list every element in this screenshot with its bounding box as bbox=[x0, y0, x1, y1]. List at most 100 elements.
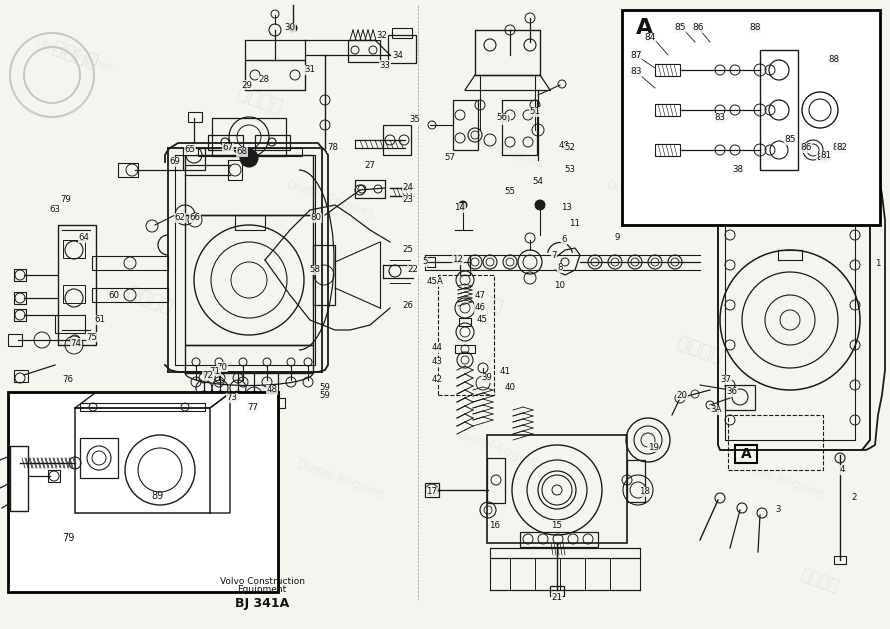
Bar bbox=[80, 403, 205, 411]
Text: 89: 89 bbox=[152, 491, 164, 501]
Text: 13: 13 bbox=[562, 204, 572, 213]
Text: 41: 41 bbox=[499, 367, 511, 377]
Text: 39: 39 bbox=[481, 374, 492, 382]
Text: 51: 51 bbox=[530, 108, 540, 116]
Text: 21: 21 bbox=[552, 594, 562, 603]
Text: Diesel-Engines: Diesel-Engines bbox=[295, 458, 385, 502]
Text: 53: 53 bbox=[564, 165, 576, 174]
Text: A: A bbox=[740, 447, 751, 461]
Text: 46: 46 bbox=[474, 304, 486, 313]
Text: 紫发动力: 紫发动力 bbox=[675, 333, 725, 367]
Text: Diesel-Engines: Diesel-Engines bbox=[734, 458, 826, 502]
Text: 2: 2 bbox=[851, 494, 857, 503]
Text: 88: 88 bbox=[749, 23, 761, 33]
Text: 26: 26 bbox=[402, 301, 414, 309]
Text: 79: 79 bbox=[61, 533, 74, 543]
Circle shape bbox=[459, 201, 467, 209]
Text: 64: 64 bbox=[78, 233, 90, 243]
Text: 10: 10 bbox=[554, 281, 565, 289]
Text: 56: 56 bbox=[497, 113, 507, 123]
Text: 54: 54 bbox=[532, 177, 544, 187]
Text: 75: 75 bbox=[86, 333, 98, 342]
Text: 82: 82 bbox=[832, 143, 844, 152]
Text: 9: 9 bbox=[614, 233, 619, 243]
Bar bbox=[63, 285, 85, 303]
Bar bbox=[58, 225, 96, 345]
Text: Diesel-Engines: Diesel-Engines bbox=[604, 178, 696, 222]
Text: 40: 40 bbox=[505, 384, 515, 392]
Text: 59: 59 bbox=[320, 391, 330, 399]
Text: 12: 12 bbox=[452, 255, 464, 265]
Text: 35: 35 bbox=[409, 116, 420, 125]
Text: 25: 25 bbox=[402, 245, 414, 255]
Text: 79: 79 bbox=[61, 196, 71, 204]
Text: 16: 16 bbox=[490, 521, 500, 530]
Bar bbox=[455, 345, 475, 353]
Bar bbox=[8, 334, 22, 346]
Text: 73: 73 bbox=[226, 394, 238, 403]
Text: 74: 74 bbox=[70, 338, 82, 347]
Bar bbox=[725, 385, 755, 410]
Text: 85: 85 bbox=[784, 135, 796, 145]
Bar bbox=[487, 458, 505, 503]
Bar bbox=[550, 586, 564, 596]
Text: 5: 5 bbox=[422, 257, 428, 267]
Bar bbox=[255, 135, 290, 150]
Bar bbox=[245, 60, 305, 90]
Bar bbox=[92, 288, 168, 302]
Text: 28: 28 bbox=[258, 75, 270, 84]
Bar bbox=[427, 257, 435, 267]
Bar bbox=[271, 398, 285, 408]
Text: 紫发动力: 紫发动力 bbox=[235, 83, 286, 117]
Text: 81: 81 bbox=[816, 153, 828, 162]
Bar bbox=[655, 104, 680, 116]
Bar bbox=[8, 392, 278, 592]
Bar bbox=[834, 556, 846, 564]
Bar bbox=[14, 370, 28, 382]
Text: 70: 70 bbox=[216, 362, 228, 372]
Text: 50: 50 bbox=[499, 116, 511, 125]
Text: 84: 84 bbox=[644, 33, 656, 43]
Bar bbox=[502, 100, 537, 155]
Bar bbox=[655, 144, 680, 156]
Bar bbox=[247, 408, 261, 418]
Text: 45: 45 bbox=[476, 316, 488, 325]
Text: 78: 78 bbox=[328, 143, 338, 152]
Bar bbox=[438, 275, 494, 395]
Text: 47: 47 bbox=[474, 291, 486, 299]
Text: 18: 18 bbox=[640, 487, 651, 496]
Bar bbox=[728, 415, 823, 470]
Text: 34: 34 bbox=[392, 50, 403, 60]
Text: 83: 83 bbox=[715, 113, 725, 123]
Text: 62: 62 bbox=[174, 213, 185, 223]
Bar bbox=[198, 148, 302, 156]
Bar bbox=[355, 180, 385, 198]
Bar bbox=[10, 446, 28, 511]
Text: 45A: 45A bbox=[426, 277, 443, 286]
Text: 77: 77 bbox=[247, 403, 258, 413]
Text: 紫发动力: 紫发动力 bbox=[798, 565, 842, 595]
Bar bbox=[80, 438, 118, 478]
Text: 71: 71 bbox=[209, 367, 221, 376]
Text: 80: 80 bbox=[311, 213, 321, 223]
Bar bbox=[520, 532, 598, 547]
Bar bbox=[348, 40, 380, 62]
Text: 66: 66 bbox=[190, 213, 200, 223]
Bar bbox=[63, 240, 85, 258]
Text: 61: 61 bbox=[94, 316, 106, 325]
Text: 22: 22 bbox=[408, 265, 418, 274]
Bar bbox=[383, 125, 411, 155]
Text: A: A bbox=[636, 18, 653, 38]
Text: 81: 81 bbox=[821, 152, 831, 160]
Text: 30: 30 bbox=[285, 23, 295, 33]
Text: Equipment: Equipment bbox=[238, 586, 287, 594]
Text: 44: 44 bbox=[432, 343, 442, 352]
Text: 4: 4 bbox=[839, 465, 845, 474]
Text: Diesel-Engines: Diesel-Engines bbox=[284, 178, 376, 222]
Text: 19: 19 bbox=[648, 442, 659, 452]
Text: 67: 67 bbox=[222, 143, 233, 152]
Text: 1: 1 bbox=[875, 259, 881, 267]
Text: 83: 83 bbox=[630, 67, 642, 77]
Bar bbox=[185, 155, 313, 215]
Text: 85: 85 bbox=[675, 23, 686, 33]
